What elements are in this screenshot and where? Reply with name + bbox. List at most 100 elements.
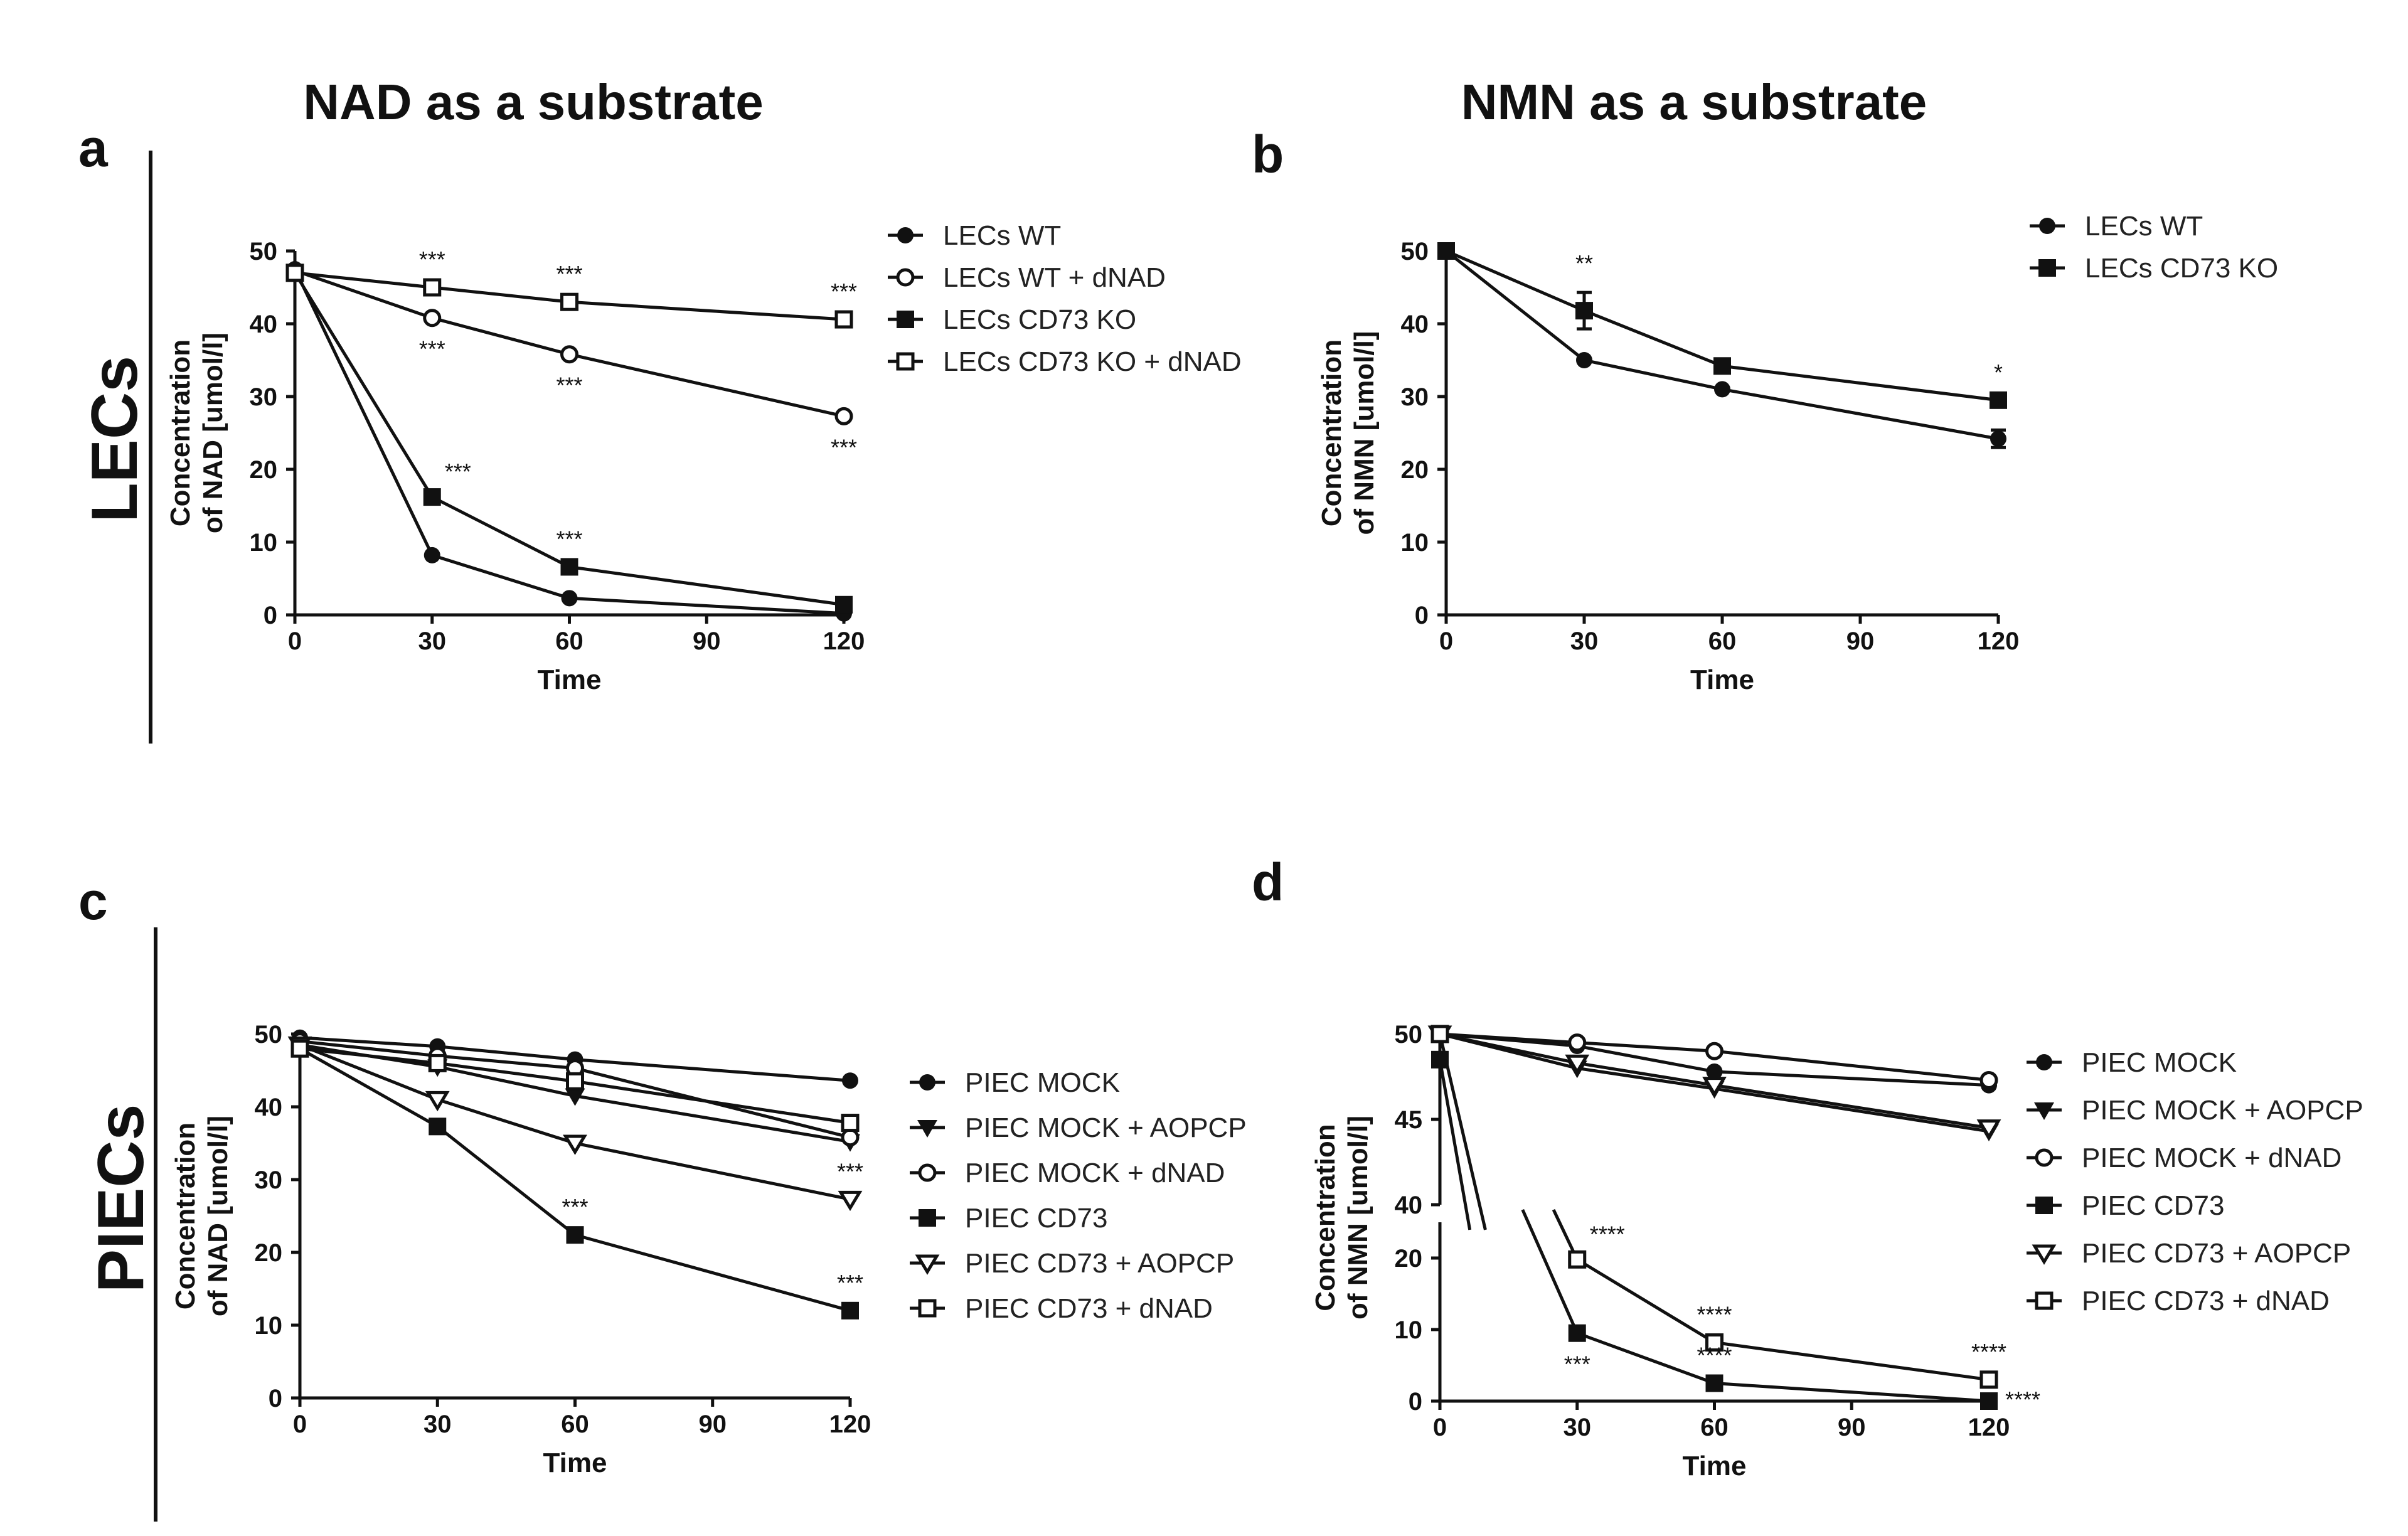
x-tick-label: 0 <box>293 1411 307 1438</box>
series-line <box>1445 250 1999 440</box>
x-axis-title: Time <box>538 664 602 695</box>
significance-label: *** <box>419 336 445 362</box>
legend-marker <box>915 1254 940 1275</box>
data-point <box>1706 1063 1723 1080</box>
legend-marker <box>2038 259 2056 277</box>
y-tick-label: 20 <box>250 456 278 484</box>
x-tick-label: 60 <box>561 1411 589 1438</box>
y-tick-label: 30 <box>255 1166 283 1194</box>
y-tick-label: 0 <box>264 602 277 629</box>
data-point <box>841 1128 860 1147</box>
data-point <box>834 310 853 329</box>
data-point <box>1976 1119 2001 1140</box>
y-tick-label: 30 <box>1401 383 1429 411</box>
data-point <box>1568 1250 1587 1269</box>
panel-letter: d <box>1252 853 1284 912</box>
x-tick-label: 60 <box>555 627 583 655</box>
legend-label: PIEC CD73 + AOPCP <box>965 1248 1234 1279</box>
x-tick-label: 120 <box>1968 1414 2010 1441</box>
data-point <box>1713 357 1731 375</box>
y-tick-label: 10 <box>250 529 278 557</box>
legend-marker <box>2035 1148 2054 1167</box>
x-tick-label: 90 <box>693 627 721 655</box>
legend-marker <box>2035 1291 2054 1310</box>
legend-marker <box>897 311 914 328</box>
data-point <box>1705 1374 1723 1392</box>
data-point <box>428 1053 447 1072</box>
data-point <box>423 278 442 297</box>
series-line <box>299 1043 851 1201</box>
significance-label: **** <box>2005 1387 2040 1412</box>
legend-marker <box>896 268 915 287</box>
series-line <box>299 1047 851 1313</box>
series-piec-cd73-dnad <box>290 1039 860 1133</box>
data-point <box>1437 242 1455 260</box>
significance-label: *** <box>831 434 857 460</box>
y-tick-label: 0 <box>1409 1388 1422 1416</box>
legend-label: PIEC MOCK <box>965 1067 1120 1098</box>
column-title-nmn: NMN as a substrate <box>1461 74 1927 130</box>
significance-label: **** <box>1697 1343 1732 1368</box>
data-point <box>565 1088 585 1106</box>
series-lecs-cd73-ko-dnad <box>285 264 853 329</box>
data-point <box>560 558 578 576</box>
y-axis-title-line: of NAD [umol/l] <box>203 1116 233 1316</box>
y-tick-label: 50 <box>250 238 278 265</box>
data-point <box>566 1226 584 1244</box>
panel-b: b 0 30 60 90 120 Time 0 10 20 30 40 50 Concentrationo… <box>1252 125 2278 695</box>
series-line <box>1714 1382 1990 1403</box>
series-line <box>1714 1087 1990 1133</box>
data-point <box>1714 381 1730 398</box>
series-line <box>294 269 844 418</box>
x-tick-label: 30 <box>424 1411 452 1438</box>
legend-marker <box>897 227 914 243</box>
data-point <box>834 407 853 425</box>
data-point <box>423 309 442 328</box>
legend-label: PIEC CD73 <box>965 1203 1107 1234</box>
legend-marker <box>2032 1244 2057 1265</box>
series-piec-cd73-dnad <box>1430 1025 1998 1389</box>
series-line <box>1576 1331 1715 1385</box>
data-point <box>285 264 304 282</box>
significance-label: ** <box>1575 250 1593 276</box>
panel-a: a 0 30 60 90 120 Time 0 10 20 30 40 50 Concentrationo… <box>78 119 1242 695</box>
x-tick-label: 0 <box>1439 627 1453 655</box>
series-line <box>293 272 844 607</box>
significance-label: *** <box>556 526 582 552</box>
series-line <box>1438 1033 1487 1230</box>
data-point <box>1702 1077 1727 1097</box>
y-axis-title: Concentrationof NMN [umol/l] <box>1316 331 1380 535</box>
y-tick-label: 50 <box>1401 238 1429 265</box>
y-axis-title-line: of NMN [umol/l] <box>1343 1116 1373 1320</box>
significance-label: *** <box>1564 1352 1590 1377</box>
data-point <box>429 1117 447 1136</box>
significance-label: *** <box>831 279 857 304</box>
y-axis-title-line: Concentration <box>170 1123 201 1309</box>
series-line <box>1521 1208 1579 1334</box>
x-tick-label: 30 <box>1564 1414 1592 1441</box>
y-tick-label: 50 <box>1395 1021 1423 1048</box>
legend-label: PIEC MOCK + dNAD <box>965 1158 1225 1188</box>
series-line <box>1439 1032 1578 1065</box>
legend-label: LECs CD73 KO + dNAD <box>943 346 1242 377</box>
panel-c: c 0 30 60 90 120 Time 0 10 20 30 40 50 Concentrationo… <box>78 872 1247 1478</box>
x-axis-title: Time <box>1690 664 1754 695</box>
y-tick-label: 10 <box>1401 529 1429 557</box>
y-axis-title: Concentrationof NAD [umol/l] <box>170 1116 233 1316</box>
column-title-nad: NAD as a substrate <box>303 74 764 130</box>
panel-letter: c <box>78 872 108 931</box>
y-axis-title-line: Concentration <box>1310 1124 1341 1311</box>
series-line <box>299 1036 851 1082</box>
significance-label: * <box>1994 360 2003 385</box>
significance-label: **** <box>1697 1302 1732 1328</box>
x-tick-label: 120 <box>829 1411 871 1438</box>
legend-label: PIEC CD73 <box>2082 1190 2224 1221</box>
legend-label: PIEC CD73 + AOPCP <box>2082 1238 2351 1269</box>
y-tick-label: 20 <box>1395 1245 1423 1272</box>
data-point <box>838 1190 863 1212</box>
legend-marker <box>2034 1102 2054 1120</box>
x-tick-label: 90 <box>1838 1414 1866 1441</box>
significance-label: *** <box>837 1158 863 1184</box>
significance-label: *** <box>556 261 582 287</box>
data-point <box>1568 1033 1587 1052</box>
